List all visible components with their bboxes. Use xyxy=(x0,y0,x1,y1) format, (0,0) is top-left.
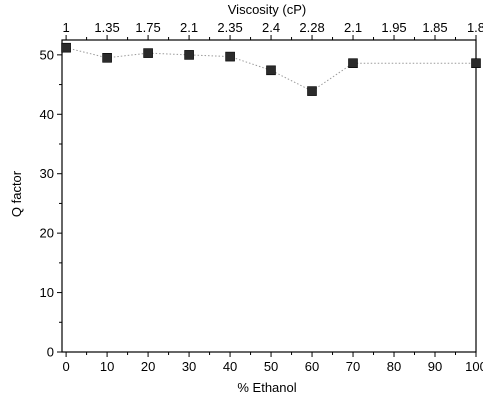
top-axis-ticks: 1 1.35 1.75 2.1 2.35 2.4 2.28 2.1 1.95 1.85 1.8 xyxy=(62,20,483,40)
top-tick-label: 1.95 xyxy=(381,20,406,35)
data-point xyxy=(102,52,112,63)
top-tick-label: 1 xyxy=(62,20,69,35)
top-tick-label: 2.1 xyxy=(180,20,198,35)
y-axis-title: Q factor xyxy=(9,170,24,217)
y-tick-label: 10 xyxy=(40,285,54,300)
x-tick-label: 40 xyxy=(223,359,237,374)
data-point xyxy=(471,58,481,69)
y-tick-label: 20 xyxy=(40,226,54,241)
x-axis-ticks: 0 10 20 30 40 50 60 70 80 90 100 xyxy=(62,352,483,374)
y-tick-label: 0 xyxy=(47,345,54,360)
plot-border xyxy=(61,39,477,353)
data-point xyxy=(61,42,71,53)
data-point xyxy=(348,58,358,69)
x-tick-label: 60 xyxy=(305,359,319,374)
top-axis-title: Viscosity (cP) xyxy=(228,2,307,17)
top-tick-label: 2.4 xyxy=(262,20,280,35)
x-axis-title: % Ethanol xyxy=(237,380,296,395)
data-point xyxy=(307,86,317,96)
y-tick-label: 30 xyxy=(40,166,54,181)
x-tick-label: 0 xyxy=(62,359,69,374)
series-q-factor xyxy=(61,42,481,96)
y-axis-ticks: 0 10 20 30 40 50 xyxy=(40,47,62,360)
top-tick-label: 1.8 xyxy=(467,20,483,35)
x-tick-label: 70 xyxy=(346,359,360,374)
x-tick-label: 20 xyxy=(141,359,155,374)
x-tick-label: 100 xyxy=(465,359,483,374)
data-point xyxy=(143,48,153,58)
plot-frame xyxy=(61,39,477,353)
data-point xyxy=(266,65,276,76)
data-point xyxy=(225,51,235,62)
top-tick-label: 2.1 xyxy=(344,20,362,35)
top-tick-label: 2.35 xyxy=(217,20,242,35)
y-tick-label: 40 xyxy=(40,107,54,122)
data-point xyxy=(184,50,194,60)
x-tick-label: 30 xyxy=(182,359,196,374)
x-tick-label: 50 xyxy=(264,359,278,374)
top-tick-label: 1.75 xyxy=(135,20,160,35)
x-tick-label: 80 xyxy=(387,359,401,374)
top-tick-label: 2.28 xyxy=(299,20,324,35)
x-tick-label: 10 xyxy=(100,359,114,374)
top-tick-label: 1.85 xyxy=(422,20,447,35)
top-tick-label: 1.35 xyxy=(94,20,119,35)
x-tick-label: 90 xyxy=(428,359,442,374)
y-tick-label: 50 xyxy=(40,47,54,62)
